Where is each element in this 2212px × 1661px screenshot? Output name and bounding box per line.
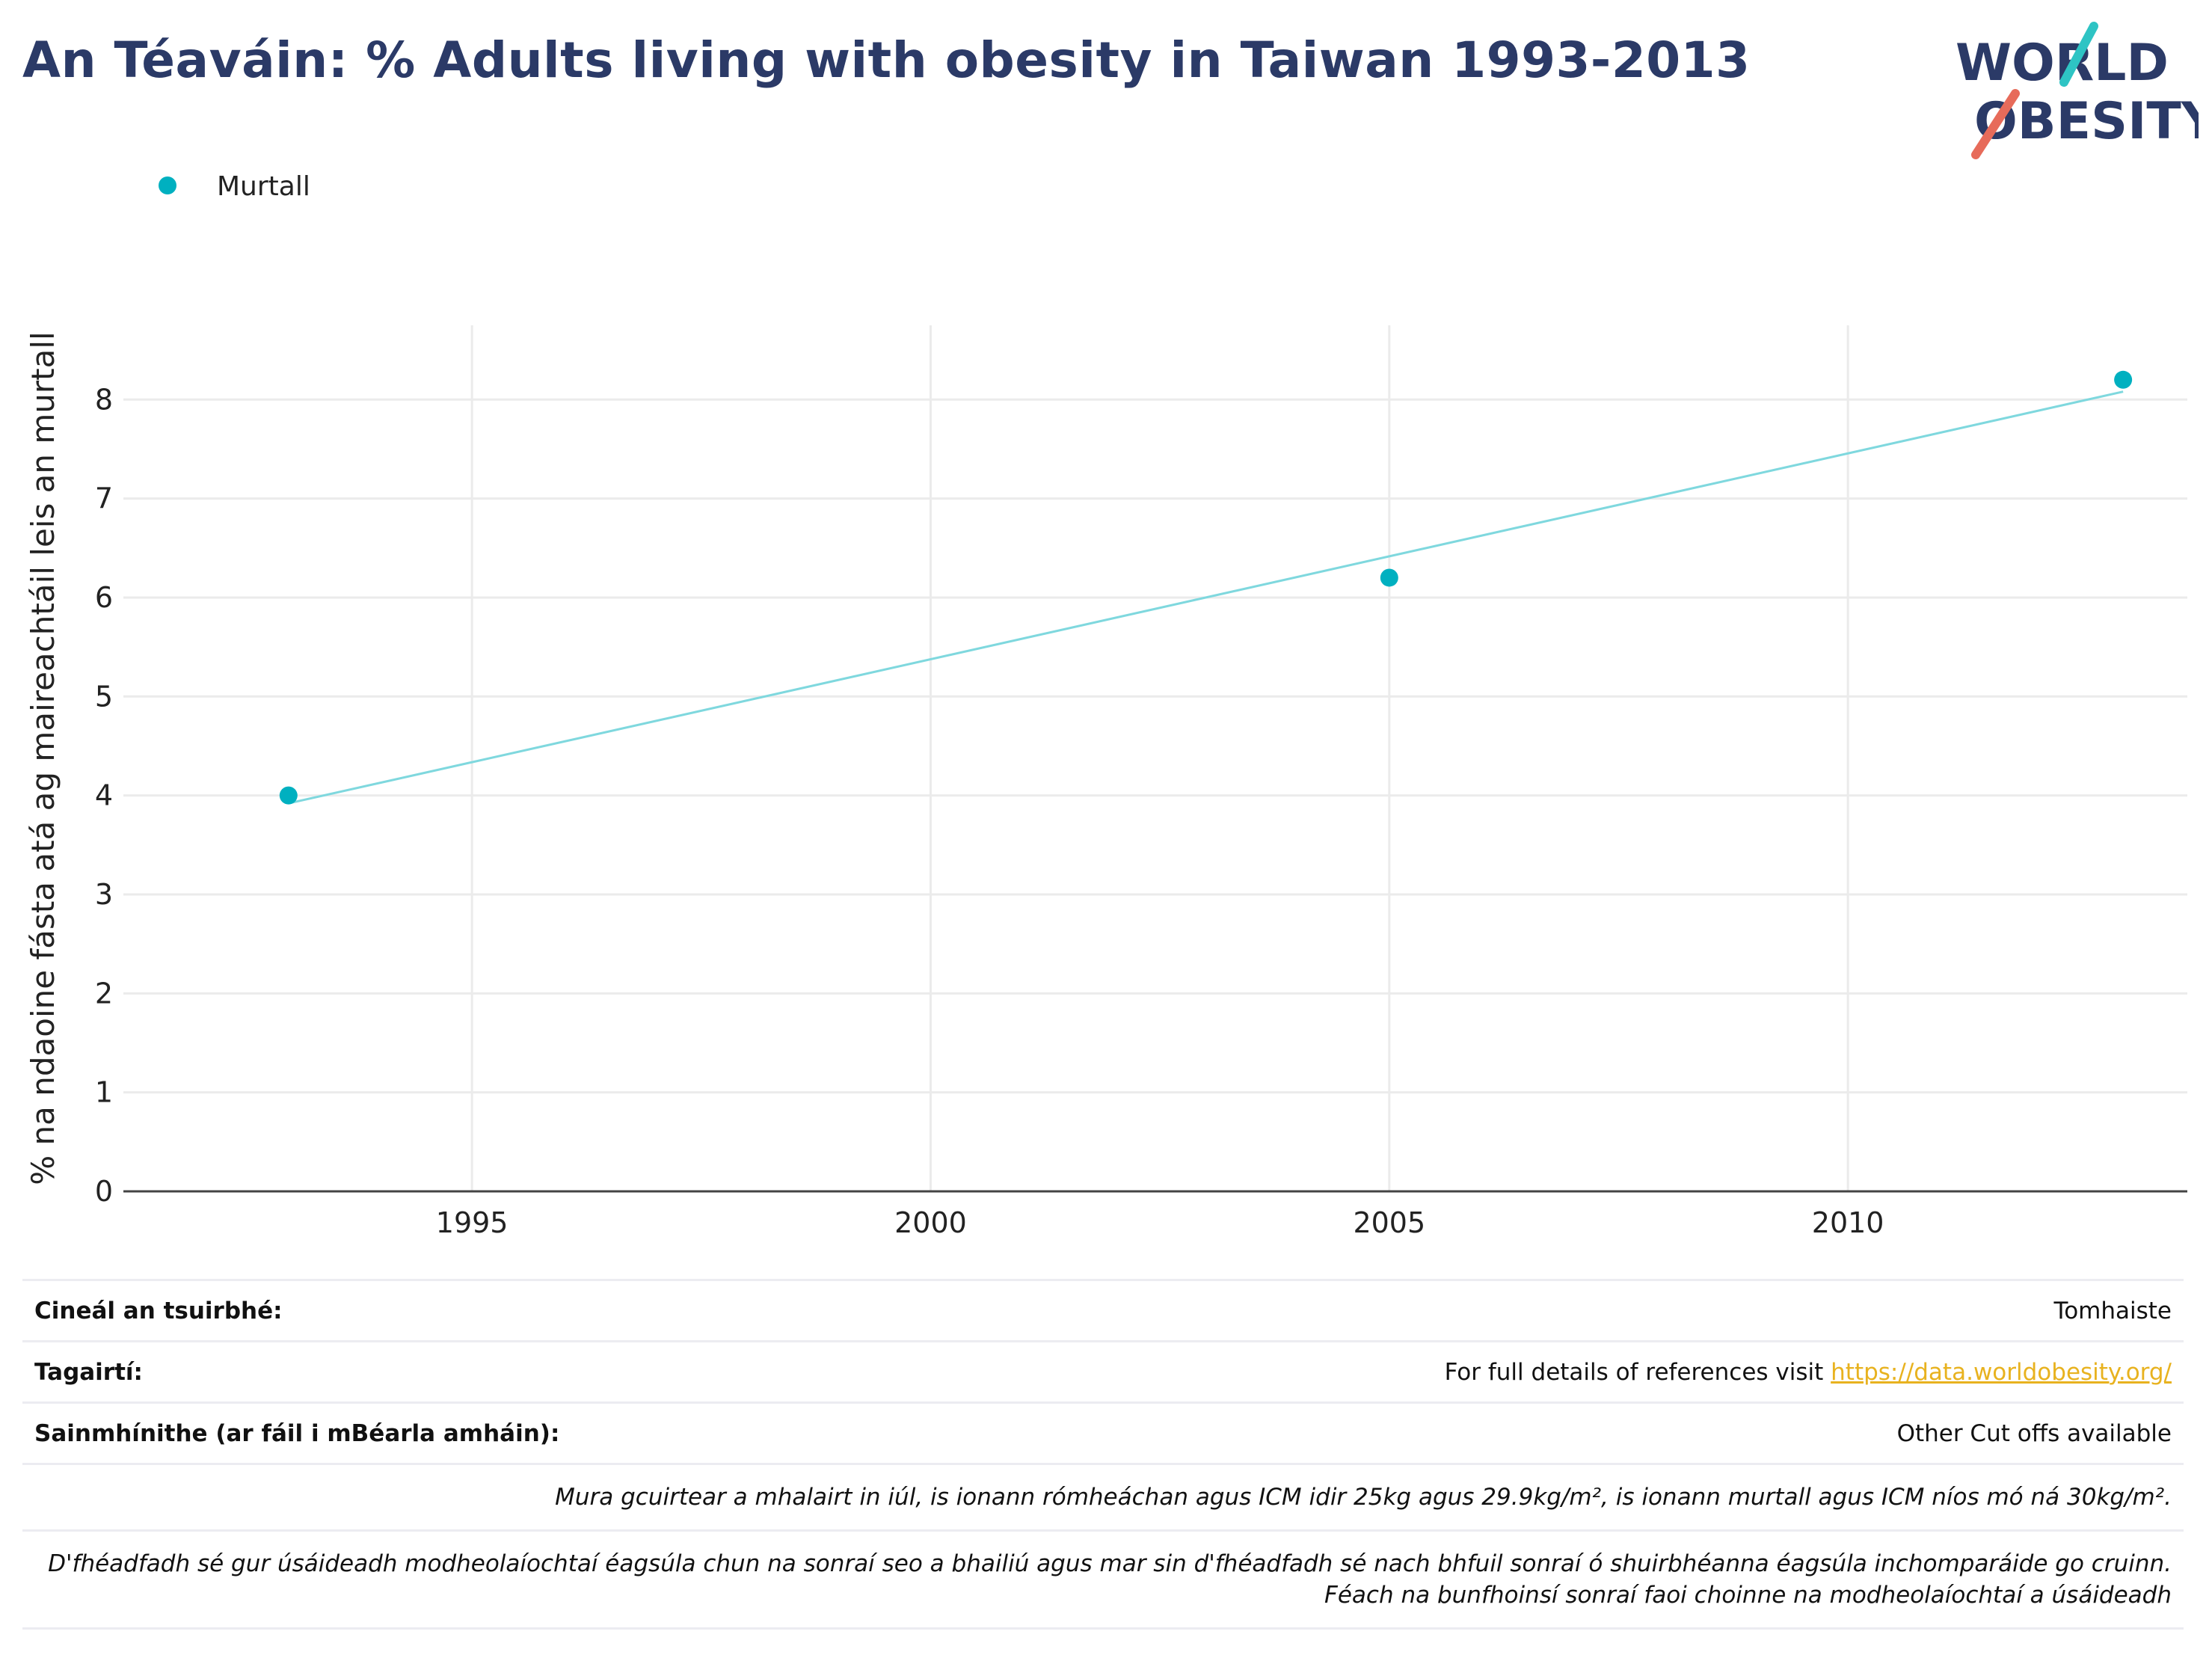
legend-label: Murtall (217, 171, 310, 202)
y-axis-title: % na ndaoine fásta atá ag maireachtáil l… (25, 331, 61, 1185)
x-tick-label: 2010 (1812, 1206, 1884, 1239)
data-point (2114, 370, 2133, 389)
y-tick-label: 4 (95, 779, 113, 812)
y-tick-label: 2 (95, 977, 113, 1010)
legend-marker (159, 176, 176, 194)
y-tick-label: 5 (95, 680, 113, 713)
logo-slash-red (1971, 89, 2020, 159)
data-point (279, 786, 298, 805)
y-tick-label: 0 (95, 1175, 113, 1208)
references-value: For full details of references visit htt… (1445, 1359, 2172, 1386)
definitions-value: Other Cut offs available (1896, 1419, 2172, 1447)
table-bottom-rule (22, 1627, 2184, 1630)
methodology-note: D'fhéadfadh sé gur úsáideadh modheolaíoc… (22, 1529, 2184, 1627)
data-point (1380, 568, 1398, 587)
definitions-label: Sainmhínithe (ar fáil i mBéarla amháin): (34, 1419, 560, 1447)
bmi-note-text: Mura gcuirtear a mhalairt in iúl, is ion… (555, 1484, 2172, 1511)
survey-type-label: Cineál an tsuirbhé: (34, 1297, 283, 1324)
chart-title: An Téaváin: % Adults living with obesity… (22, 31, 1751, 89)
trend-line (288, 390, 2124, 805)
x-tick-label: 2000 (894, 1206, 967, 1239)
methodology-note-line2: Féach na bunfhoinsí sonraí faoi choinne … (1324, 1582, 2172, 1609)
references-link[interactable]: https://data.worldobesity.org/ (1831, 1358, 2172, 1386)
references-text: For full details of references visit (1444, 1358, 1831, 1386)
definitions-row: Sainmhínithe (ar fáil i mBéarla amháin):… (22, 1401, 2184, 1463)
x-tick-label: 1995 (436, 1206, 509, 1239)
logo-slash-teal (2059, 22, 2098, 87)
references-label: Tagairtí: (34, 1358, 143, 1386)
info-table: Cineál an tsuirbhé: Tomhaiste Tagairtí: … (22, 1279, 2184, 1630)
world-obesity-logo: WORLD OBESITY (1956, 22, 2199, 159)
y-tick-label: 3 (95, 878, 113, 911)
x-tick-label: 2005 (1353, 1206, 1425, 1239)
y-tick-label: 7 (95, 482, 113, 515)
scatter-chart: 0 1 2 3 4 5 6 7 8 1995 2000 2005 2010 % na ndaoine fá… (25, 171, 2187, 1239)
y-tick-label: 1 (95, 1076, 113, 1109)
references-row: Tagairtí: For full details of references… (22, 1340, 2184, 1401)
survey-type-value: Tomhaiste (2053, 1297, 2172, 1324)
survey-type-row: Cineál an tsuirbhé: Tomhaiste (22, 1279, 2184, 1340)
y-tick-label: 8 (95, 383, 113, 416)
y-tick-label: 6 (95, 581, 113, 614)
bmi-note: Mura gcuirtear a mhalairt in iúl, is ion… (22, 1463, 2184, 1529)
methodology-note-line1: D'fhéadfadh sé gur úsáideadh modheolaíoc… (48, 1550, 2172, 1577)
